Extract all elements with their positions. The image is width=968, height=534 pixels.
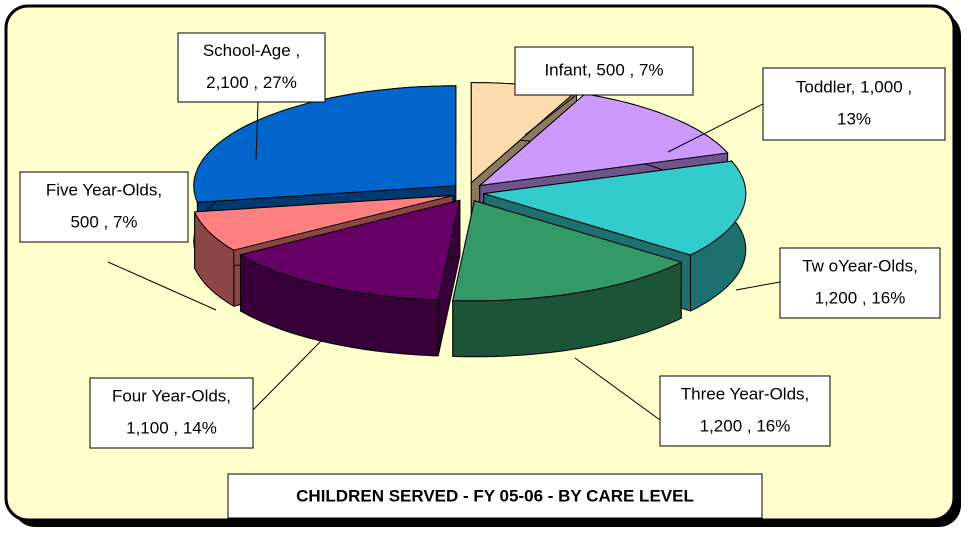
slice — [239, 199, 461, 301]
label-box — [514, 46, 694, 96]
data-label: 13% — [837, 109, 871, 128]
data-label: 2,100 , 27% — [206, 73, 297, 92]
title-box — [227, 473, 763, 519]
label-box — [177, 32, 326, 103]
pie — [193, 82, 747, 358]
data-label: School-Age , — [203, 41, 300, 60]
data-label: Four Year-Olds, — [112, 386, 231, 405]
slice — [194, 194, 454, 251]
leader-line — [252, 339, 323, 411]
leader-line — [524, 95, 576, 136]
data-label: Tw oYear-Olds, — [802, 256, 918, 275]
leader-line — [735, 281, 781, 291]
label-box — [762, 67, 946, 141]
label-box — [779, 247, 941, 319]
slice — [483, 160, 747, 256]
data-label: Toddler, 1,000 , — [796, 77, 912, 96]
leader-line — [107, 261, 217, 311]
data-label: 1,100 , 14% — [126, 418, 217, 437]
leader-line — [255, 101, 259, 161]
data-label: 500 , 7% — [70, 212, 137, 231]
leader-line — [667, 103, 764, 153]
chart-title: CHILDREN SERVED - FY 05-06 - BY CARE LEV… — [296, 486, 694, 505]
labels: Infant, 500 , 7% Toddler, 1,000 , 13% Tw oY… — [19, 32, 946, 449]
slice — [452, 200, 683, 302]
slice — [239, 199, 461, 357]
data-label: Three Year-Olds, — [681, 384, 810, 403]
data-label: 1,200 , 16% — [815, 288, 906, 307]
slice — [452, 200, 683, 358]
label-box — [89, 377, 254, 449]
slice — [478, 93, 729, 187]
data-label: Five Year-Olds, — [46, 180, 162, 199]
leader-line — [574, 357, 661, 421]
label-box — [19, 171, 189, 243]
label-box — [659, 375, 831, 447]
data-label: Infant, 500 , 7% — [544, 60, 663, 79]
slice — [193, 85, 457, 203]
data-label: 1,200 , 16% — [700, 416, 791, 435]
